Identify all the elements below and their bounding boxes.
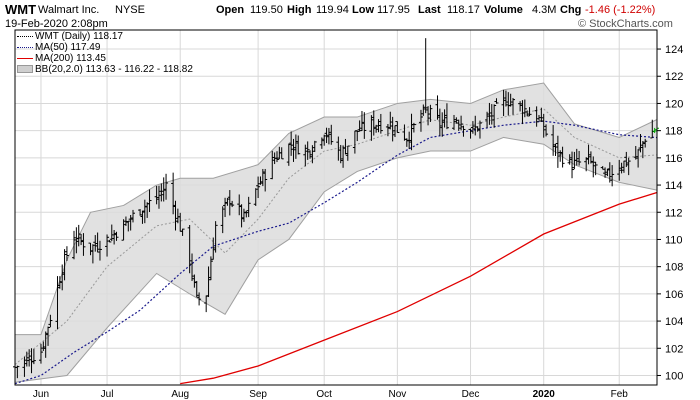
y-tick-label: 106 bbox=[665, 289, 683, 301]
open-label: Open bbox=[216, 4, 245, 16]
last-label: Last bbox=[418, 4, 441, 16]
x-tick-label: Nov bbox=[388, 389, 406, 400]
low-value: 117.95 bbox=[377, 4, 410, 16]
legend-bb-label: BB(20,2.0) 113.63 - 116.22 - 118.82 bbox=[35, 64, 193, 75]
legend-ma200-label: MA(200) 113.45 bbox=[35, 53, 106, 64]
y-tick-label: 104 bbox=[665, 316, 683, 328]
y-tick-label: 124 bbox=[665, 44, 683, 56]
price-swatch bbox=[17, 35, 33, 37]
legend-ma200: MA(200) 113.45 bbox=[17, 53, 106, 64]
y-tick-label: 108 bbox=[665, 262, 683, 274]
open-value: 119.50 bbox=[250, 4, 283, 16]
y-tick-label: 122 bbox=[665, 71, 683, 83]
low-label: Low bbox=[352, 4, 374, 16]
chart-date: 19-Feb-2020 2:08pm bbox=[5, 18, 108, 30]
ma50-swatch bbox=[17, 46, 33, 48]
chg-label: Chg bbox=[560, 4, 582, 16]
chg-value: -1.46 (-1.22%) bbox=[585, 4, 656, 16]
x-tick-label: Dec bbox=[462, 389, 480, 400]
y-tick-label: 110 bbox=[665, 234, 683, 246]
x-tick-label: Feb bbox=[611, 389, 629, 400]
ma200-swatch bbox=[17, 57, 33, 59]
legend-bb: BB(20,2.0) 113.63 - 116.22 - 118.82 bbox=[17, 64, 193, 75]
high-value: 119.94 bbox=[316, 4, 349, 16]
y-tick-label: 116 bbox=[665, 153, 683, 165]
volume-label: Volume bbox=[484, 4, 523, 16]
bollinger-middle-line bbox=[14, 108, 658, 365]
last-value: 118.17 bbox=[447, 4, 480, 16]
high-label: High bbox=[287, 4, 312, 16]
legend-ma50: MA(50) 117.49 bbox=[17, 42, 100, 53]
x-tick-label: Aug bbox=[171, 389, 189, 400]
legend-price-label: WMT (Daily) 118.17 bbox=[35, 31, 123, 42]
legend-price: WMT (Daily) 118.17 bbox=[17, 31, 123, 42]
y-tick-label: 120 bbox=[665, 98, 683, 110]
bb-swatch bbox=[17, 65, 33, 74]
x-tick-label: 2020 bbox=[533, 389, 556, 400]
x-tick-label: Oct bbox=[316, 389, 332, 400]
x-tick-label: Sep bbox=[249, 389, 267, 400]
exchange: NYSE bbox=[115, 4, 145, 16]
y-tick-label: 118 bbox=[665, 126, 683, 138]
bollinger-upper-line bbox=[15, 82, 658, 336]
company-name: Walmart Inc. bbox=[38, 4, 100, 16]
ma200-line bbox=[180, 191, 658, 385]
x-tick-label: Jun bbox=[33, 389, 49, 400]
y-tick-label: 112 bbox=[665, 207, 683, 219]
y-tick-label: 102 bbox=[665, 343, 683, 355]
chart-header-row-2: 19-Feb-2020 2:08pm © StockCharts.com bbox=[0, 18, 700, 31]
bollinger-band-fill bbox=[15, 83, 657, 383]
bollinger-lower-line bbox=[14, 136, 658, 383]
watermark: © StockCharts.com bbox=[578, 18, 673, 30]
x-tick-label: Jul bbox=[101, 389, 114, 400]
y-tick-label: 100 bbox=[665, 370, 683, 382]
legend-ma50-label: MA(50) 117.49 bbox=[35, 42, 101, 53]
symbol: WMT bbox=[5, 2, 37, 17]
volume-value: 4.3M bbox=[532, 4, 557, 16]
chart-header-row-1: WMT Walmart Inc. NYSE Open 119.50 High 1… bbox=[0, 2, 700, 17]
plot-frame bbox=[14, 29, 658, 386]
y-tick-label: 114 bbox=[665, 180, 683, 192]
